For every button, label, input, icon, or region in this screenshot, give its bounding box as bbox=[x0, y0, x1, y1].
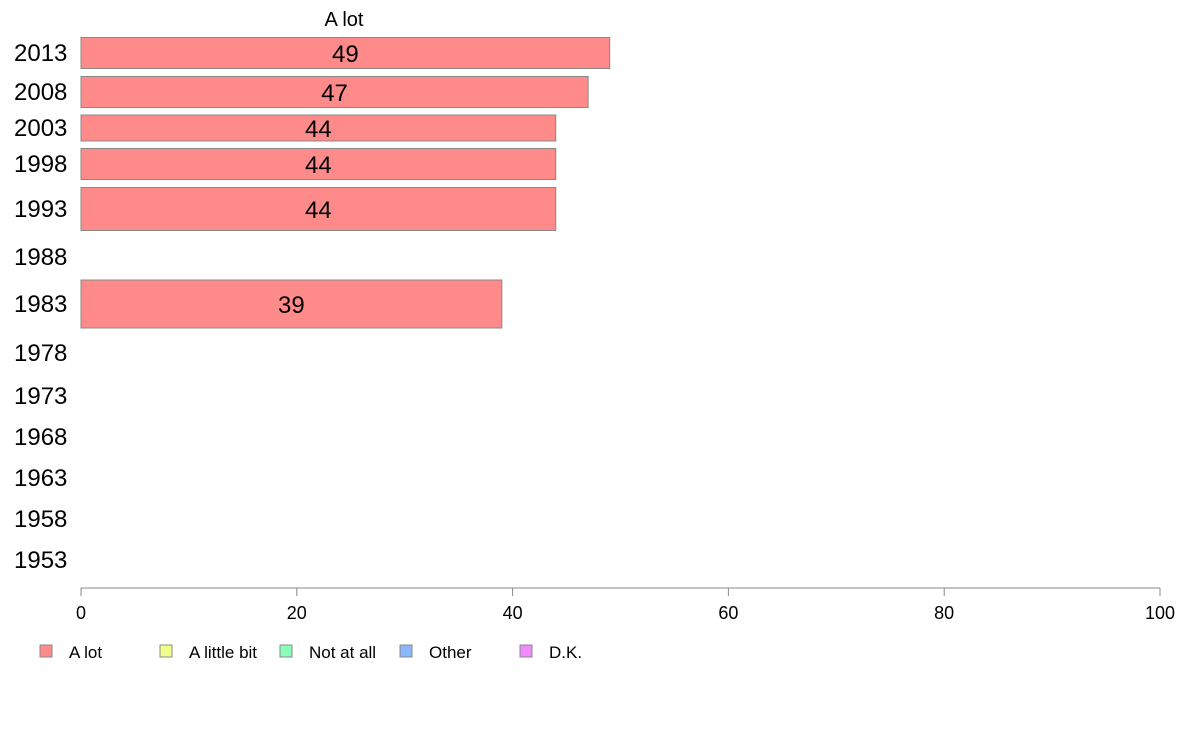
category-label-1968: 1968 bbox=[14, 424, 67, 451]
bars-group: 49 47 44 44 44 39 bbox=[80, 37, 611, 329]
category-label-1988: 1988 bbox=[14, 244, 67, 271]
legend: A lot A little bit Not at all Other D.K. bbox=[39, 643, 582, 662]
category-label-1953: 1953 bbox=[14, 547, 67, 574]
bar-1993 bbox=[80, 187, 557, 231]
x-tick-label-80: 80 bbox=[934, 603, 954, 623]
data-label-2008: 47 bbox=[321, 80, 348, 107]
legend-label-a-lot: A lot bbox=[69, 643, 102, 662]
category-label-1993: 1993 bbox=[14, 196, 67, 223]
x-axis: 0 20 40 60 80 100 bbox=[76, 587, 1175, 623]
bar-1998 bbox=[80, 148, 557, 180]
legend-swatch-not-at-all bbox=[279, 644, 293, 658]
category-label-1983: 1983 bbox=[14, 291, 67, 318]
bar-2008 bbox=[80, 76, 589, 108]
bar-1983 bbox=[80, 279, 503, 329]
legend-label-d-k: D.K. bbox=[549, 643, 582, 662]
category-label-1973: 1973 bbox=[14, 383, 67, 410]
legend-swatch-other bbox=[399, 644, 413, 658]
category-label-1958: 1958 bbox=[14, 506, 67, 533]
legend-label-a-little-bit: A little bit bbox=[189, 643, 257, 662]
category-label-1963: 1963 bbox=[14, 465, 67, 492]
x-tick-label-40: 40 bbox=[503, 603, 523, 623]
category-label-1998: 1998 bbox=[14, 151, 67, 178]
data-label-2003: 44 bbox=[305, 116, 332, 143]
category-label-2003: 2003 bbox=[14, 115, 67, 142]
category-label-2013: 2013 bbox=[14, 40, 67, 67]
category-label-1978: 1978 bbox=[14, 340, 67, 367]
bar-2013 bbox=[80, 37, 611, 69]
legend-label-other: Other bbox=[429, 643, 472, 662]
data-label-1983: 39 bbox=[278, 292, 305, 319]
legend-swatch-a-lot bbox=[39, 644, 53, 658]
legend-label-not-at-all: Not at all bbox=[309, 643, 376, 662]
x-tick-label-0: 0 bbox=[76, 603, 86, 623]
category-label-2008: 2008 bbox=[14, 79, 67, 106]
x-tick-label-20: 20 bbox=[287, 603, 307, 623]
bar-2003 bbox=[80, 114, 557, 142]
chart-title: A lot bbox=[325, 9, 364, 31]
x-tick-label-100: 100 bbox=[1145, 603, 1175, 623]
data-label-2013: 49 bbox=[332, 41, 359, 68]
category-labels: 2013 2008 2003 1998 1993 1988 1983 1978 1973 1968… bbox=[14, 40, 67, 574]
x-tick-label-60: 60 bbox=[718, 603, 738, 623]
data-label-1998: 44 bbox=[305, 152, 332, 179]
legend-swatch-a-little-bit bbox=[159, 644, 173, 658]
legend-swatch-d-k bbox=[519, 644, 533, 658]
data-label-1993: 44 bbox=[305, 197, 332, 224]
